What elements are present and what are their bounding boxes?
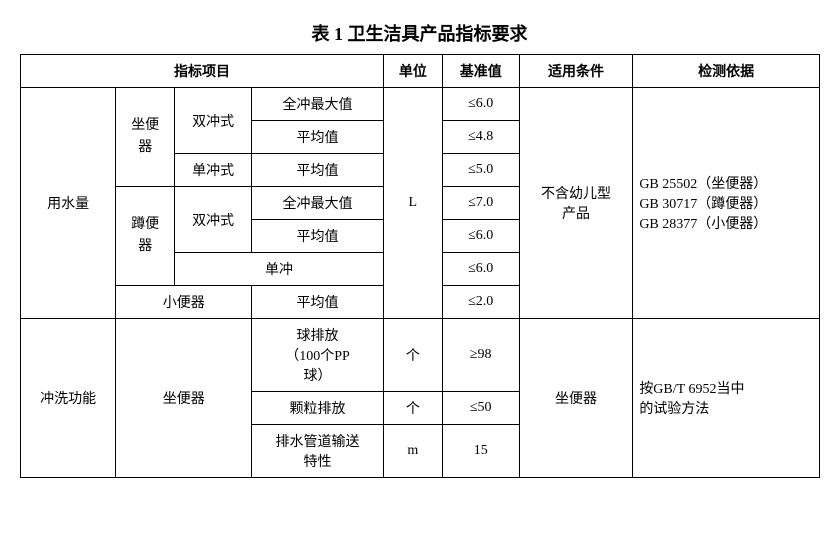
header-condition: 适用条件	[519, 55, 633, 88]
item-avg-3: 平均值	[252, 220, 384, 253]
type-dual-flush-1: 双冲式	[175, 88, 252, 154]
header-unit: 单位	[383, 55, 442, 88]
header-reference: 检测依据	[633, 55, 820, 88]
unit-L: L	[383, 88, 442, 319]
val-8: ≥98	[442, 319, 519, 392]
val-10: 15	[442, 425, 519, 478]
item-avg-4: 平均值	[252, 286, 384, 319]
item-ball: 球排放 （100个PP 球）	[252, 319, 384, 392]
header-baseline: 基准值	[442, 55, 519, 88]
reference-2: 按GB/T 6952当中 的试验方法	[633, 319, 820, 478]
reference-1: GB 25502（坐便器） GB 30717（蹲便器） GB 28377（小便器…	[633, 88, 820, 319]
val-1: ≤6.0	[442, 88, 519, 121]
item-full-flush-max-2: 全冲最大值	[252, 187, 384, 220]
val-6: ≤6.0	[442, 253, 519, 286]
spec-table: 指标项目 单位 基准值 适用条件 检测依据 用水量 坐便 器 双冲式 全冲最大值…	[20, 54, 820, 478]
condition-2: 坐便器	[519, 319, 633, 478]
unit-m: m	[383, 425, 442, 478]
val-7: ≤2.0	[442, 286, 519, 319]
item-avg-1: 平均值	[252, 121, 384, 154]
subcat-urinal: 小便器	[116, 286, 252, 319]
category-water: 用水量	[21, 88, 116, 319]
val-3: ≤5.0	[442, 154, 519, 187]
category-flush: 冲洗功能	[21, 319, 116, 478]
item-particle: 颗粒排放	[252, 392, 384, 425]
val-2: ≤4.8	[442, 121, 519, 154]
item-avg-2: 平均值	[252, 154, 384, 187]
type-dual-flush-2: 双冲式	[175, 187, 252, 253]
condition-1: 不含幼儿型 产品	[519, 88, 633, 319]
val-5: ≤6.0	[442, 220, 519, 253]
type-single-flush-2: 单冲	[175, 253, 384, 286]
table-title: 表 1 卫生洁具产品指标要求	[20, 20, 819, 46]
subcat-toilet-2: 坐便器	[116, 319, 252, 478]
val-4: ≤7.0	[442, 187, 519, 220]
unit-ge-1: 个	[383, 319, 442, 392]
unit-ge-2: 个	[383, 392, 442, 425]
header-indicator: 指标项目	[21, 55, 384, 88]
item-full-flush-max-1: 全冲最大值	[252, 88, 384, 121]
subcat-toilet: 坐便 器	[116, 88, 175, 187]
type-single-flush-1: 单冲式	[175, 154, 252, 187]
val-9: ≤50	[442, 392, 519, 425]
item-pipe: 排水管道输送 特性	[252, 425, 384, 478]
subcat-squat: 蹲便 器	[116, 187, 175, 286]
